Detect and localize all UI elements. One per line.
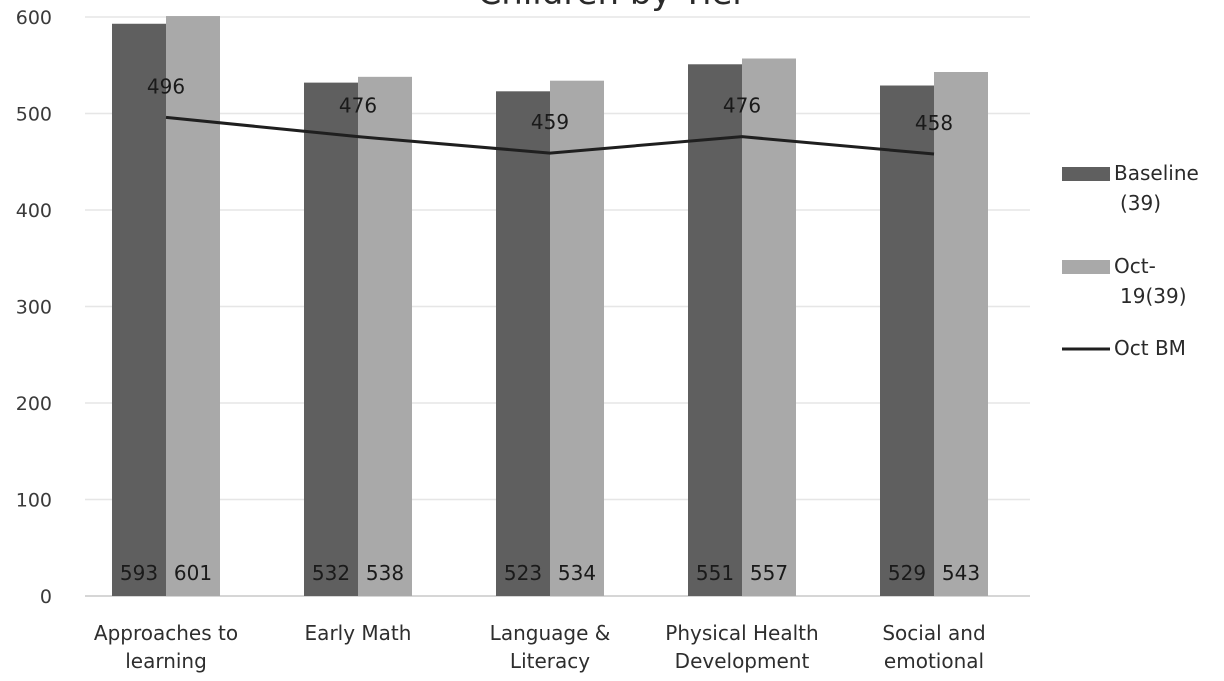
y-tick-label: 0	[40, 586, 52, 608]
legend-label: Oct-19(39)	[1114, 254, 1187, 308]
bar	[550, 80, 604, 596]
bar	[166, 16, 220, 597]
bar-value-label: 538	[366, 561, 404, 585]
line-value-label: 476	[339, 94, 377, 118]
y-tick-label: 100	[16, 490, 52, 512]
bar-value-label: 543	[942, 561, 980, 585]
bar-value-label: 529	[888, 561, 926, 585]
x-axis: Approaches to learning Early Math Language …	[94, 621, 986, 673]
bar-value-label: 601	[174, 561, 212, 585]
x-tick-label: Approaches to learning	[94, 621, 238, 673]
legend-swatch	[1062, 167, 1110, 181]
bar	[304, 82, 358, 597]
y-tick-label: 600	[16, 7, 52, 29]
bar	[358, 76, 412, 596]
line-value-label: 476	[723, 94, 761, 118]
line-value-label: 496	[147, 74, 185, 98]
legend: Baseline (39) Oct-19(39) Oct BM	[1062, 161, 1199, 360]
y-tick-label: 400	[16, 200, 52, 222]
y-axis: 0 100 200 300 400 500 600	[16, 7, 52, 608]
bar-value-label: 532	[312, 561, 350, 585]
bar	[934, 72, 988, 596]
data-labels: 593 601 532 538 523 534 551 557 529 543 496 476 459 4…	[120, 74, 980, 585]
line-value-label: 459	[531, 110, 569, 134]
bar	[688, 64, 742, 596]
chart-title: Children by Tier	[478, 0, 747, 13]
bar	[496, 91, 550, 597]
y-tick-label: 200	[16, 393, 52, 415]
bar-value-label: 534	[558, 561, 596, 585]
bar-value-label: 593	[120, 561, 158, 585]
x-tick-label: Social and emotional	[882, 621, 985, 673]
x-tick-label: Physical Health Development	[665, 621, 818, 673]
x-tick-label: Language & Literacy	[490, 621, 611, 673]
legend-label: Baseline (39)	[1114, 161, 1199, 215]
x-tick-label: Early Math	[305, 621, 412, 645]
bar	[112, 23, 166, 596]
y-tick-label: 300	[16, 297, 52, 319]
legend-swatch	[1062, 260, 1110, 274]
bar-value-label: 551	[696, 561, 734, 585]
legend-label: Oct BM	[1114, 336, 1186, 360]
bars	[112, 16, 988, 597]
bar-value-label: 557	[750, 561, 788, 585]
line-value-label: 458	[915, 111, 953, 135]
bar	[880, 85, 934, 596]
y-tick-label: 500	[16, 104, 52, 126]
bar	[742, 58, 796, 597]
line-series	[165, 115, 935, 156]
bar-value-label: 523	[504, 561, 542, 585]
benchmark-line	[165, 115, 935, 156]
